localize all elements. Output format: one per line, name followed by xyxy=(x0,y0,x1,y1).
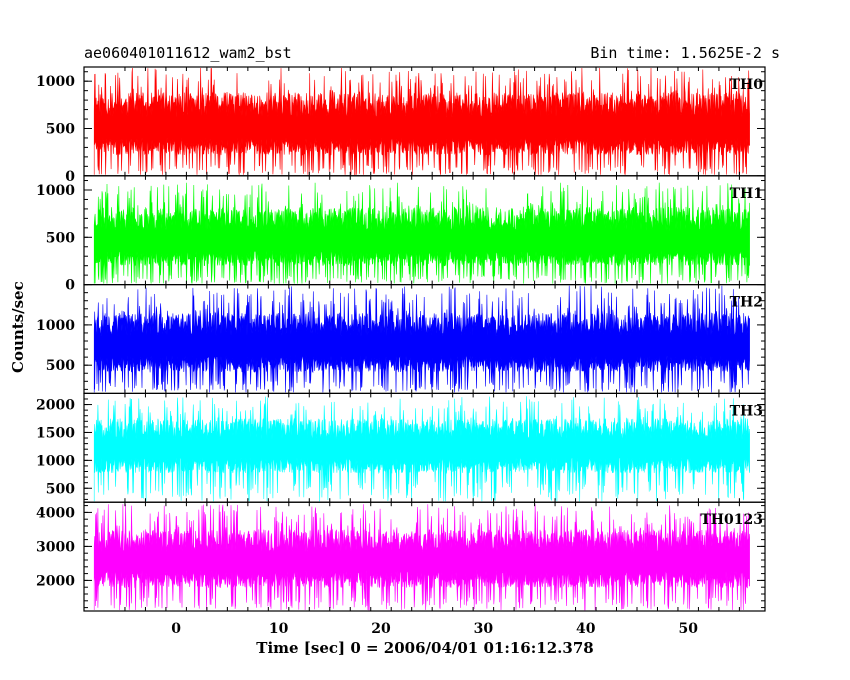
x-tick-label: 30 xyxy=(474,621,494,637)
x-tick-label: 40 xyxy=(576,621,596,637)
y-tick-label: 1500 xyxy=(36,425,75,441)
y-tick-label: 500 xyxy=(46,121,75,137)
y-tick-label: 0 xyxy=(65,169,75,185)
panel-label-th2: TH2 xyxy=(730,295,763,311)
y-tick-label: 4000 xyxy=(36,505,75,521)
panel-frame-th0123 xyxy=(83,501,766,612)
panel-label-th0: TH0 xyxy=(730,77,764,93)
y-tick-label: 0 xyxy=(65,278,75,294)
y-tick-label: 1000 xyxy=(36,74,75,90)
x-tick-label: 50 xyxy=(678,621,698,637)
y-tick-label: 3000 xyxy=(36,539,75,555)
x-tick-label: 10 xyxy=(269,621,289,637)
y-tick-label: 1000 xyxy=(36,318,75,334)
series-th2-trace xyxy=(93,285,750,393)
panel-label-th0123: TH0123 xyxy=(700,512,763,528)
series-th1-trace xyxy=(93,182,750,284)
y-tick-label: 2000 xyxy=(36,573,75,589)
x-axis-label: Time [sec] 0 = 2006/04/01 01:16:12.378 xyxy=(256,639,594,657)
object-name: ae060401011612_wam2_bst xyxy=(84,44,292,62)
x-tick-label: 0 xyxy=(171,621,181,637)
y-tick-label: 500 xyxy=(46,230,75,246)
panel-label-th1: TH1 xyxy=(730,186,763,202)
y-tick-label: 1000 xyxy=(36,453,75,469)
y-tick-label: 500 xyxy=(46,358,75,374)
bin-time-label: Bin time: 1.5625E-2 s xyxy=(590,44,780,62)
series-th0-trace xyxy=(93,67,750,176)
series-th3-trace xyxy=(93,396,750,502)
series-th0123-trace xyxy=(93,504,750,611)
y-axis-label: Counts/sec xyxy=(9,281,27,373)
y-tick-label: 2000 xyxy=(36,398,75,414)
x-tick-label: 20 xyxy=(371,621,391,637)
y-tick-label: 500 xyxy=(46,481,75,497)
panel-label-th3: TH3 xyxy=(730,403,763,419)
y-tick-label: 1000 xyxy=(36,183,75,199)
